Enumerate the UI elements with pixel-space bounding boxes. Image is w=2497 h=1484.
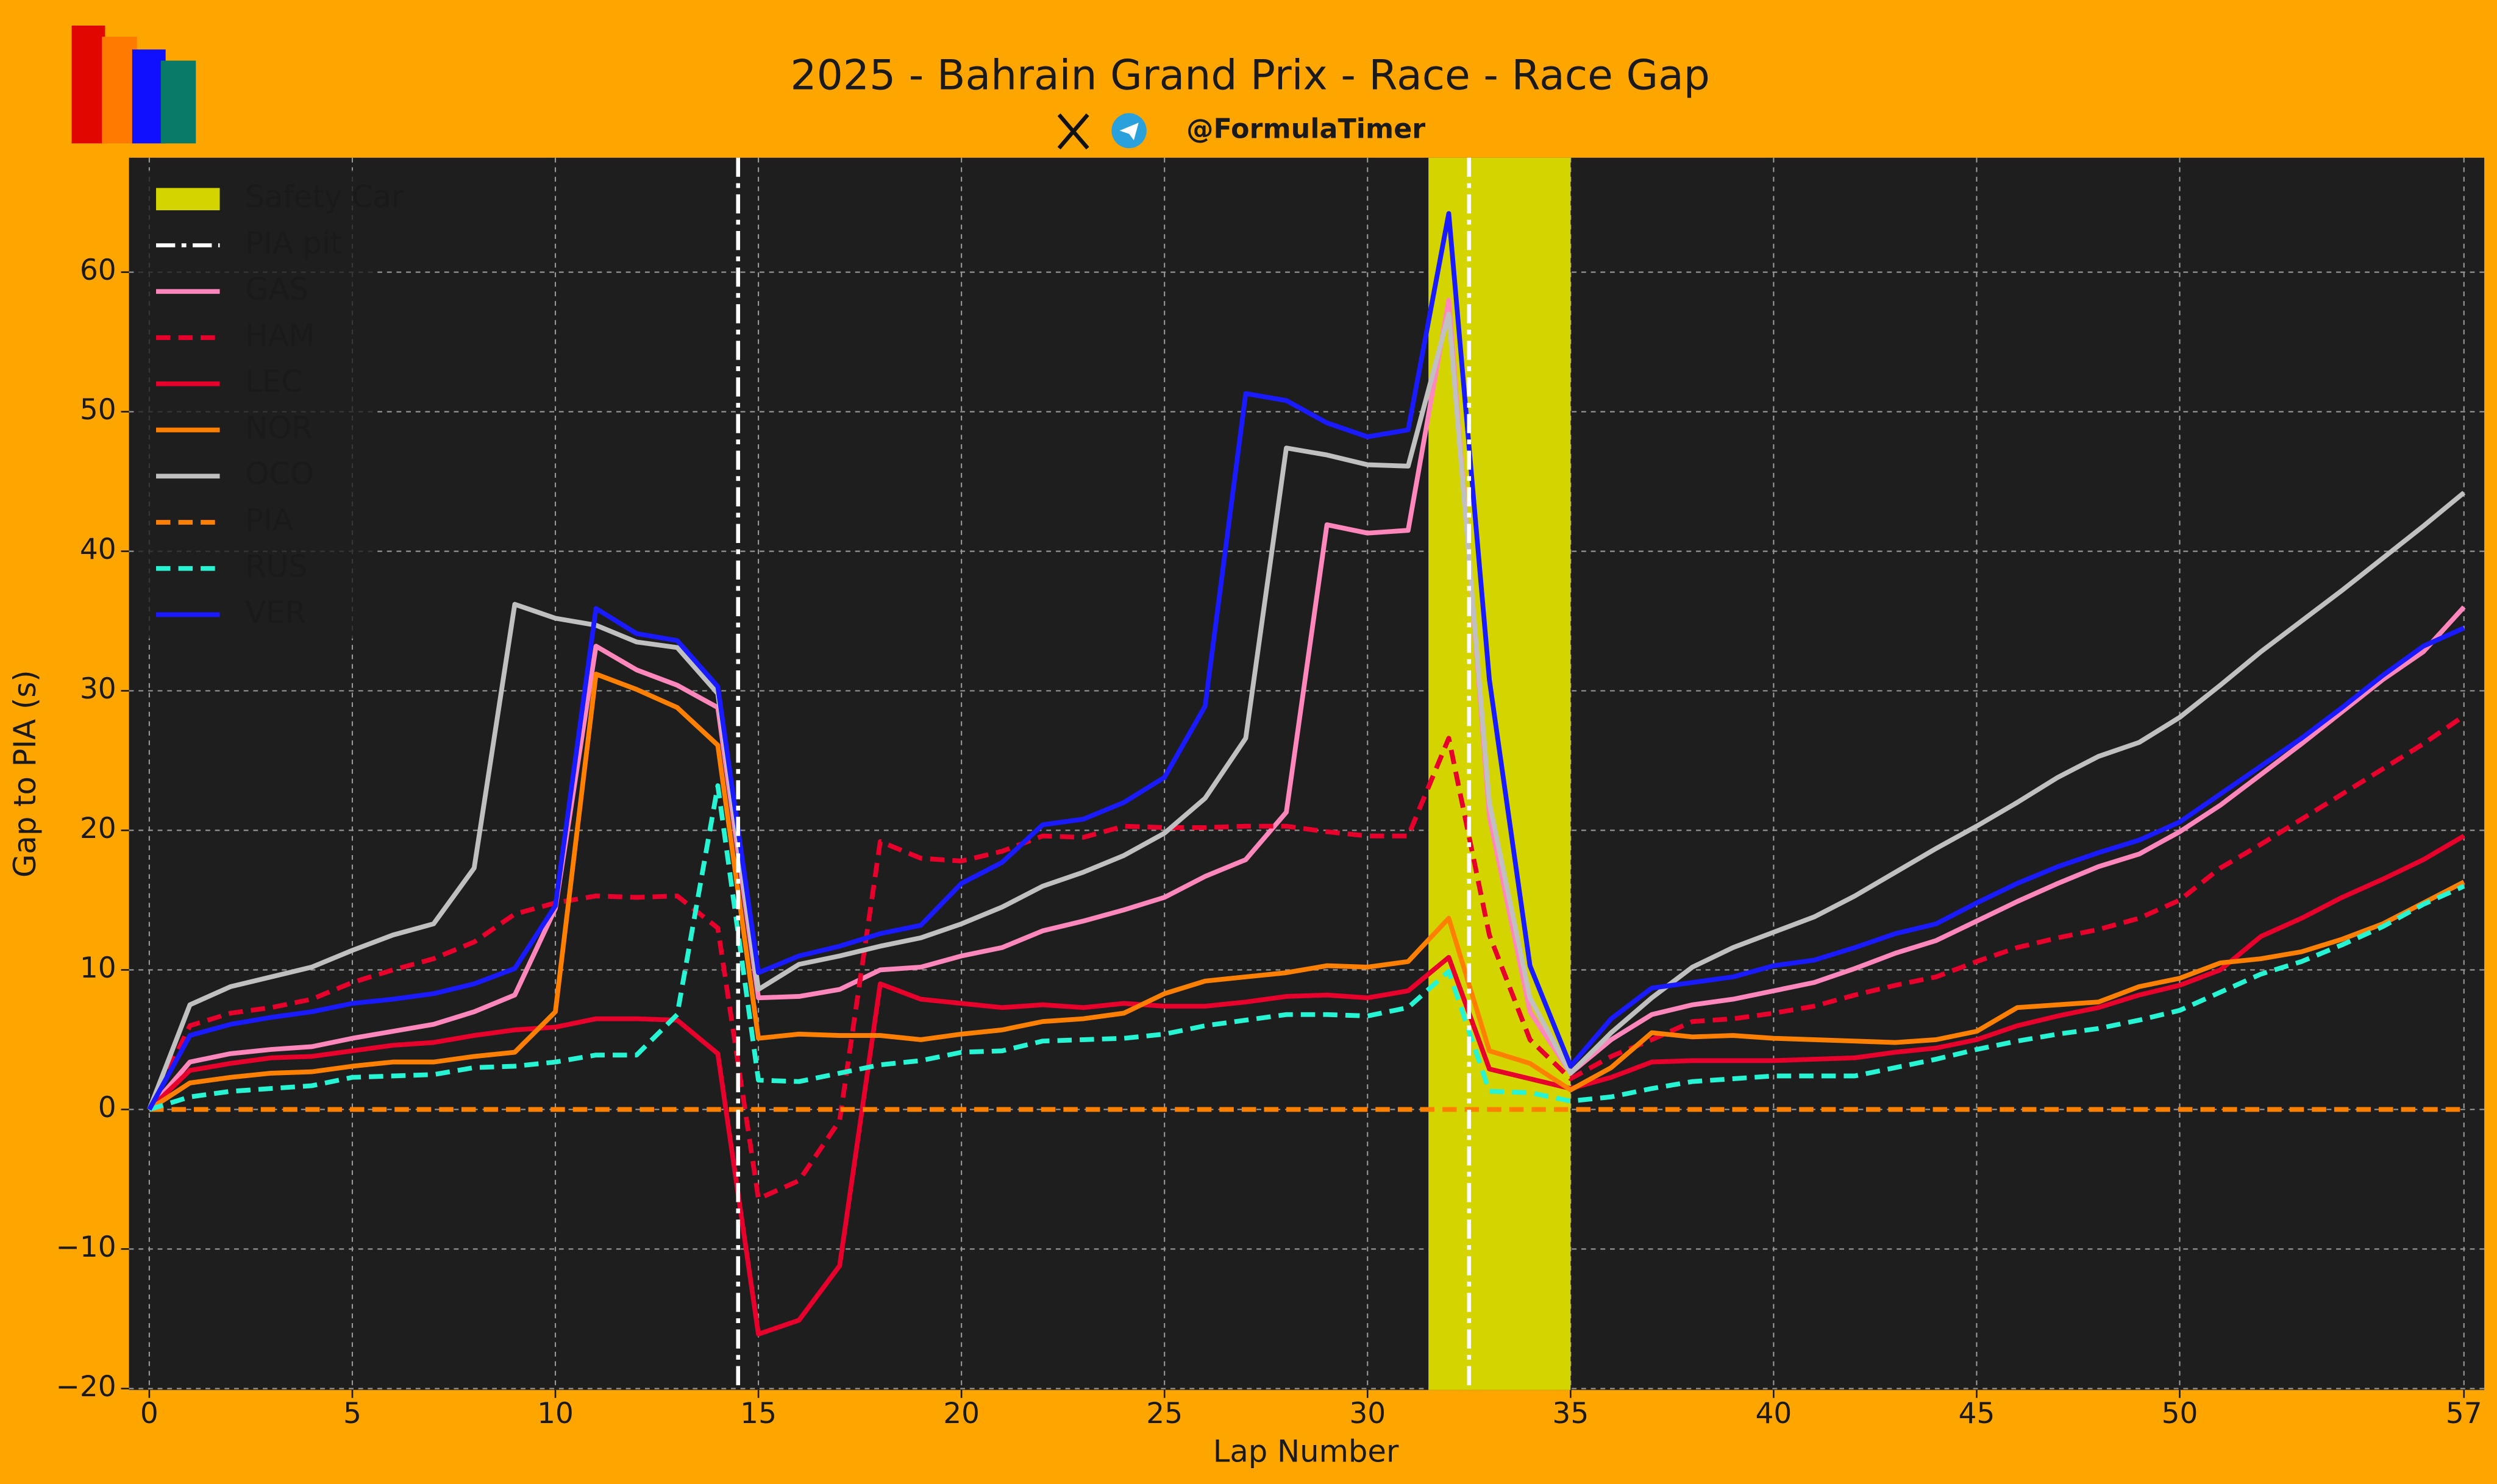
x-tick-label: 15: [740, 1397, 777, 1430]
legend-label: PIA pit: [245, 225, 342, 261]
y-tick-label: 30: [80, 672, 116, 706]
ticks: 0 5 10 15 20 25 30 35 40 45 50 57 −20 −10 0 10 20 30 40 50 6…: [55, 254, 2482, 1430]
y-tick-label: −10: [55, 1230, 116, 1264]
x-tick-label: 30: [1349, 1397, 1386, 1430]
x-tick-label: 50: [2162, 1397, 2198, 1430]
y-tick-label: 60: [80, 254, 116, 287]
x-tick-label: 0: [140, 1397, 159, 1430]
chart-title: 2025 - Bahrain Grand Prix - Race - Race …: [790, 52, 1709, 100]
x-axis-label: Lap Number: [1213, 1434, 1399, 1469]
x-icon: [1057, 113, 1089, 150]
legend-label: Safety Car: [245, 179, 404, 215]
x-tick-label: 10: [537, 1397, 574, 1430]
y-axis-label: Gap to PIA (s): [7, 670, 43, 878]
legend-label: GAS: [245, 272, 308, 307]
series-line: [148, 834, 2465, 1337]
legend-label: NOR: [245, 410, 313, 446]
lines: [147, 157, 2466, 1390]
y-tick-label: 40: [80, 533, 116, 566]
series-line: [147, 714, 2466, 1201]
legend-label: HAM: [245, 318, 315, 353]
logo: [71, 25, 196, 144]
legend-box: [138, 170, 378, 639]
x-tick-label: 25: [1146, 1397, 1183, 1430]
plot-area: [129, 157, 2485, 1390]
y-tick-label: 20: [80, 812, 116, 845]
series-line: [148, 783, 2465, 1112]
telegram-icon: [1111, 113, 1147, 149]
series-line: [147, 297, 2466, 1111]
legend-swatch: [156, 188, 220, 211]
social-handle: @FormulaTimer: [1186, 113, 1425, 144]
legend-label: VER: [245, 595, 306, 630]
x-tick-label: 45: [1959, 1397, 1995, 1430]
y-tick-label: 10: [80, 951, 116, 985]
legend: Safety Car PIA pit GAS HAM LEC NOR OCO PIA RUS VE…: [138, 170, 404, 639]
y-tick-label: 50: [80, 393, 116, 427]
x-tick-label: 35: [1552, 1397, 1589, 1430]
y-tick-label: 0: [98, 1091, 116, 1124]
x-tick-label: 5: [343, 1397, 362, 1430]
series-line: [147, 211, 2465, 1111]
x-tick-label: 40: [1755, 1397, 1792, 1430]
y-tick-label: −20: [55, 1370, 116, 1404]
series-line: [147, 311, 2466, 1110]
series-line: [148, 672, 2465, 1112]
x-tick-label: 20: [943, 1397, 980, 1430]
legend-label: LEC: [245, 364, 302, 399]
legend-label: RUS: [245, 549, 307, 584]
x-tick-label: 57: [2446, 1397, 2482, 1430]
legend-label: PIA: [245, 503, 293, 538]
legend-label: OCO: [245, 456, 314, 492]
